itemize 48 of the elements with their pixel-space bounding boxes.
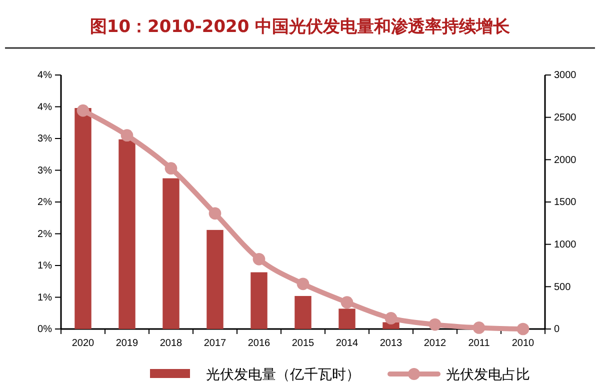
point <box>340 296 354 308</box>
x-tick-label: 2013 <box>380 338 403 350</box>
y2-tick-label: 3000 <box>554 70 577 82</box>
y2-tick-label: 2000 <box>554 154 577 166</box>
y-tick-label: 1% <box>38 260 52 272</box>
point <box>428 318 442 331</box>
y-tick-label: 2% <box>38 197 52 208</box>
point <box>296 278 310 290</box>
point <box>120 129 134 142</box>
y-tick-label: 1% <box>38 292 52 304</box>
bar <box>162 178 180 329</box>
y2-tick-label: 0 <box>554 324 560 336</box>
chart-title: 图10：2010-2020 中国光伏发电量和渗透率持续增长 <box>90 17 512 37</box>
point <box>252 252 266 266</box>
bar <box>206 230 224 329</box>
point <box>516 322 530 336</box>
x-tick-label: 2014 <box>336 338 359 350</box>
point <box>164 162 178 175</box>
bar <box>74 108 92 329</box>
y-tick-label: 3% <box>38 165 52 176</box>
point <box>384 312 398 324</box>
y-tick-label: 3% <box>38 134 52 145</box>
bar <box>118 139 136 329</box>
bar <box>338 308 356 329</box>
x-tick-label: 2020 <box>72 338 95 350</box>
x-tick-label: 2018 <box>160 338 183 350</box>
legend-label: 光伏发电量（亿千瓦时） <box>206 367 360 383</box>
x-tick-label: 2012 <box>424 338 447 350</box>
x-tick-label: 2010 <box>512 338 535 350</box>
bar <box>294 296 312 329</box>
x-tick-label: 2019 <box>116 338 139 350</box>
x-tick-label: 2015 <box>292 338 315 350</box>
y-tick-label: 0% <box>38 324 52 336</box>
y-tick-label: 2% <box>38 228 52 240</box>
y2-tick-label: 1000 <box>554 240 577 251</box>
y2-tick-label: 2500 <box>554 112 577 124</box>
bar <box>250 272 268 329</box>
x-tick-label: 2017 <box>204 338 227 350</box>
x-tick-label: 2011 <box>468 338 490 350</box>
point <box>208 207 222 220</box>
point <box>472 322 486 334</box>
point <box>76 104 90 117</box>
y-tick-label: 4% <box>38 70 52 82</box>
legend-label: 光伏发电占比 <box>446 367 530 383</box>
y2-tick-label: 500 <box>554 282 572 293</box>
x-tick-label: 2016 <box>248 338 271 350</box>
y-tick-label: 4% <box>38 102 52 113</box>
y2-tick-label: 1500 <box>554 197 577 208</box>
